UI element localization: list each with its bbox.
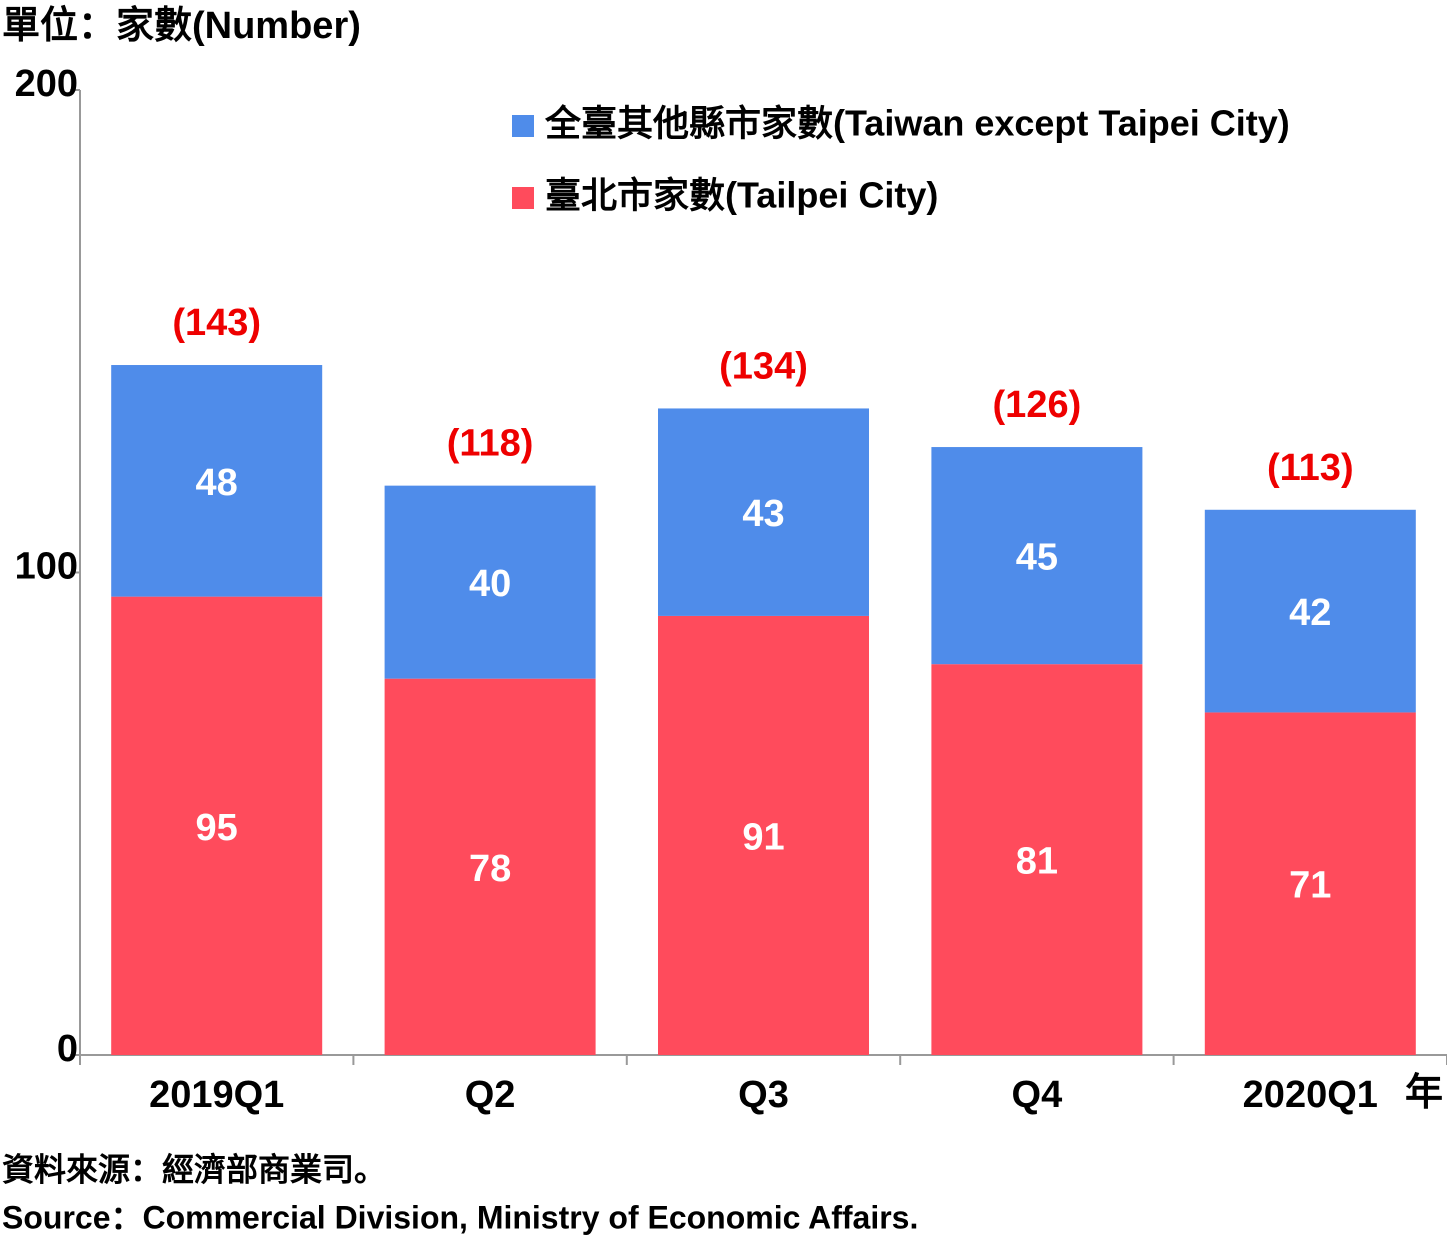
bar-segment bbox=[111, 596, 323, 1055]
value-label: 45 bbox=[1016, 537, 1058, 579]
value-label: 81 bbox=[1016, 841, 1058, 883]
value-label: 42 bbox=[1289, 592, 1331, 634]
x-tick-label: Q4 bbox=[1012, 1074, 1063, 1116]
source-en: Source：Commercial Division, Ministry of … bbox=[2, 1199, 918, 1235]
source-zh: 資料來源：經濟部商業司。 bbox=[2, 1151, 386, 1187]
bar-segment bbox=[931, 447, 1143, 665]
x-tick-label: 2019Q1 bbox=[149, 1074, 284, 1116]
value-label: 91 bbox=[742, 816, 784, 858]
x-tick-label: Q3 bbox=[738, 1074, 789, 1116]
x-unit: 年 bbox=[1405, 1072, 1443, 1114]
legend-swatch bbox=[512, 115, 534, 137]
y-tick-label: 0 bbox=[57, 1028, 78, 1070]
legend-label: 全臺其他縣市家數(Taiwan except Taipei City) bbox=[544, 103, 1290, 144]
total-label: (126) bbox=[993, 384, 1082, 426]
value-label: 40 bbox=[469, 563, 511, 605]
y-tick-label: 200 bbox=[15, 63, 78, 105]
value-label: 78 bbox=[469, 848, 511, 890]
x-tick-label: Q2 bbox=[465, 1074, 516, 1116]
bar-segment bbox=[1204, 712, 1416, 1055]
y-tick-label: 100 bbox=[15, 546, 78, 588]
y-axis-label: 單位：家數(Number) bbox=[2, 5, 361, 47]
bar-segment bbox=[931, 664, 1143, 1055]
bar-segment bbox=[111, 365, 323, 597]
total-label: (134) bbox=[719, 345, 808, 387]
total-label: (113) bbox=[1267, 447, 1354, 489]
legend-label: 臺北市家數(Tailpei City) bbox=[545, 175, 938, 216]
value-label: 43 bbox=[742, 493, 784, 535]
value-label: 71 bbox=[1289, 865, 1331, 907]
bar-segment bbox=[1204, 509, 1416, 713]
value-label: 95 bbox=[196, 807, 238, 849]
total-label: (143) bbox=[172, 302, 261, 344]
bar-segment bbox=[658, 408, 869, 616]
bar-segment bbox=[384, 678, 596, 1055]
total-label: (118) bbox=[447, 423, 534, 465]
bar-segment bbox=[658, 615, 869, 1055]
value-label: 48 bbox=[196, 462, 238, 504]
bar-segment bbox=[384, 485, 596, 679]
x-tick-label: 2020Q1 bbox=[1243, 1074, 1378, 1116]
legend-swatch bbox=[512, 187, 534, 209]
